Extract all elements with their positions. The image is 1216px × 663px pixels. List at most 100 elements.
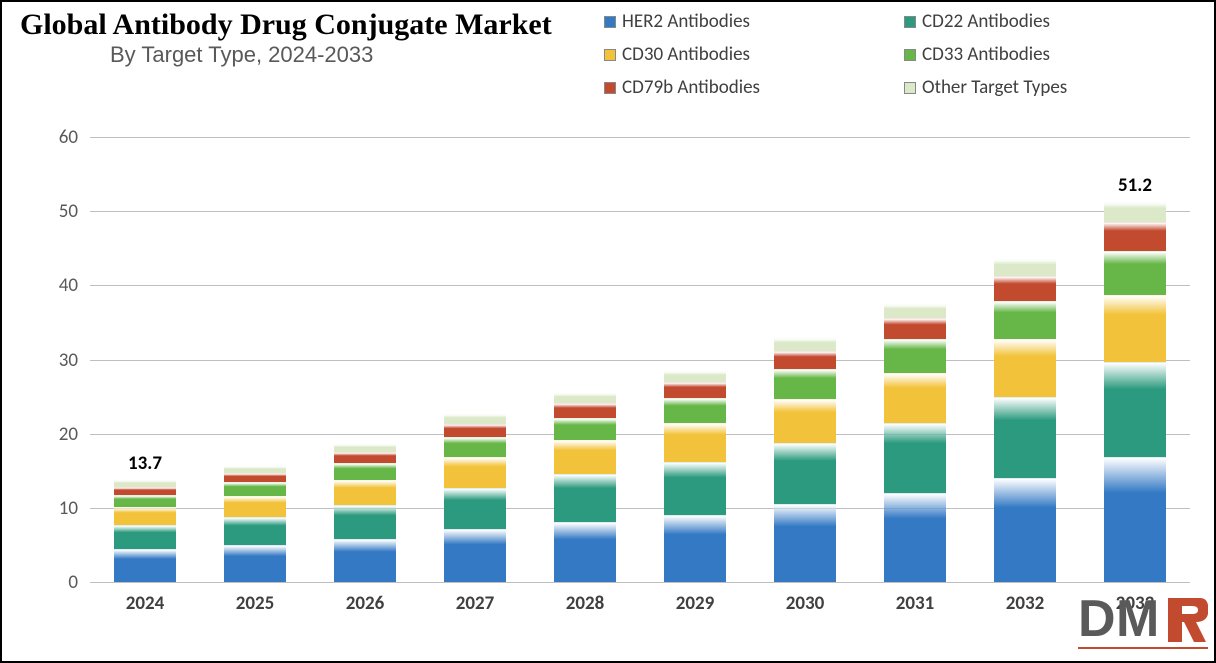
x-axis-label: 2026 bbox=[346, 592, 385, 615]
bar-segment bbox=[994, 478, 1056, 582]
bar-segment bbox=[664, 382, 726, 398]
bar-segment bbox=[114, 507, 176, 525]
bar-segment bbox=[994, 276, 1056, 301]
legend-swatch bbox=[604, 49, 616, 61]
bar-segment bbox=[224, 466, 286, 473]
grid-line bbox=[90, 211, 1190, 212]
bar-segment bbox=[664, 398, 726, 423]
bar-segment bbox=[774, 504, 836, 582]
y-axis-label: 20 bbox=[28, 423, 78, 446]
bar-segment bbox=[1104, 251, 1166, 296]
chart-frame: Global Antibody Drug Conjugate Market By… bbox=[0, 0, 1216, 663]
bar-segment bbox=[1104, 457, 1166, 582]
bar-segment bbox=[554, 522, 616, 582]
bar-segment bbox=[884, 493, 946, 582]
bar-segment bbox=[554, 393, 616, 403]
legend-swatch bbox=[904, 49, 916, 61]
plot-area: 0102030405060202413.72025202620272028202… bbox=[90, 137, 1190, 582]
bar-segment bbox=[774, 443, 836, 504]
bar-segment bbox=[334, 539, 396, 582]
bar-segment bbox=[664, 423, 726, 462]
bar-segment bbox=[114, 549, 176, 582]
bar-segment bbox=[994, 301, 1056, 339]
legend-swatch bbox=[604, 82, 616, 94]
bar-segment bbox=[444, 529, 506, 582]
bar-segment bbox=[884, 423, 946, 493]
x-axis-label: 2029 bbox=[676, 592, 715, 615]
legend-item: CD33 Antibodies bbox=[904, 43, 1204, 66]
bar-segment bbox=[1104, 222, 1166, 250]
y-axis-label: 60 bbox=[28, 126, 78, 149]
y-axis-label: 30 bbox=[28, 349, 78, 372]
y-axis-label: 50 bbox=[28, 200, 78, 223]
chart-title: Global Antibody Drug Conjugate Market bbox=[20, 8, 552, 42]
bar-segment bbox=[774, 399, 836, 444]
bar-segment bbox=[224, 482, 286, 496]
legend-item: HER2 Antibodies bbox=[604, 10, 904, 33]
bar bbox=[444, 414, 506, 582]
bar-segment bbox=[774, 369, 836, 399]
x-axis-label: 2032 bbox=[1006, 592, 1045, 615]
x-axis-label: 2024 bbox=[126, 592, 165, 615]
bar-segment bbox=[774, 351, 836, 370]
x-axis-label: 2030 bbox=[786, 592, 825, 615]
legend: HER2 Antibodies CD22 Antibodies CD30 Ant… bbox=[604, 10, 1204, 99]
legend-label: CD30 Antibodies bbox=[622, 43, 750, 66]
bar-segment bbox=[994, 397, 1056, 479]
bar bbox=[334, 444, 396, 582]
legend-label: HER2 Antibodies bbox=[622, 10, 750, 33]
y-axis-label: 40 bbox=[28, 274, 78, 297]
bar-segment bbox=[334, 444, 396, 452]
legend-swatch bbox=[904, 82, 916, 94]
chart-subtitle: By Target Type, 2024-2033 bbox=[110, 42, 373, 68]
bar-segment bbox=[1104, 295, 1166, 362]
bar-segment bbox=[664, 371, 726, 382]
bar-segment bbox=[224, 545, 286, 582]
bar bbox=[1104, 202, 1166, 582]
bar-segment bbox=[774, 338, 836, 351]
bar-segment bbox=[884, 373, 946, 423]
bar bbox=[994, 259, 1056, 582]
bar-segment bbox=[884, 318, 946, 339]
bar-segment bbox=[224, 517, 286, 545]
svg-text:M: M bbox=[1116, 592, 1159, 648]
legend-label: CD33 Antibodies bbox=[922, 43, 1050, 66]
x-axis-label: 2031 bbox=[896, 592, 935, 615]
bar-segment bbox=[444, 457, 506, 487]
bar-segment bbox=[224, 496, 286, 517]
bar-segment bbox=[554, 474, 616, 521]
bar-segment bbox=[554, 440, 616, 474]
x-axis-label: 2025 bbox=[236, 592, 275, 615]
bar bbox=[664, 371, 726, 582]
bar-segment bbox=[884, 339, 946, 373]
bar-segment bbox=[334, 452, 396, 463]
bar bbox=[774, 338, 836, 582]
bar bbox=[884, 304, 946, 582]
legend-label: Other Target Types bbox=[922, 76, 1067, 99]
legend-item: CD79b Antibodies bbox=[604, 76, 904, 99]
bar-segment bbox=[554, 403, 616, 418]
bar bbox=[114, 480, 176, 582]
legend-item: CD22 Antibodies bbox=[904, 10, 1204, 33]
x-axis-label: 2027 bbox=[456, 592, 495, 615]
grid-line bbox=[90, 582, 1190, 583]
bar-segment bbox=[114, 487, 176, 495]
bar-segment bbox=[554, 418, 616, 440]
bar-segment bbox=[994, 339, 1056, 397]
bar-segment bbox=[444, 414, 506, 424]
bar-segment bbox=[444, 488, 506, 530]
legend-swatch bbox=[604, 16, 616, 28]
bar-segment bbox=[994, 259, 1056, 275]
bar-segment bbox=[664, 462, 726, 515]
bar-segment bbox=[664, 515, 726, 582]
grid-line bbox=[90, 137, 1190, 138]
legend-label: CD22 Antibodies bbox=[922, 10, 1050, 33]
legend-item: CD30 Antibodies bbox=[604, 43, 904, 66]
x-axis-label: 2028 bbox=[566, 592, 605, 615]
bar-segment bbox=[114, 525, 176, 549]
bar-segment bbox=[1104, 362, 1166, 457]
y-axis-label: 10 bbox=[28, 497, 78, 520]
legend-swatch bbox=[904, 16, 916, 28]
y-axis-label: 0 bbox=[28, 571, 78, 594]
bar-segment bbox=[334, 463, 396, 479]
